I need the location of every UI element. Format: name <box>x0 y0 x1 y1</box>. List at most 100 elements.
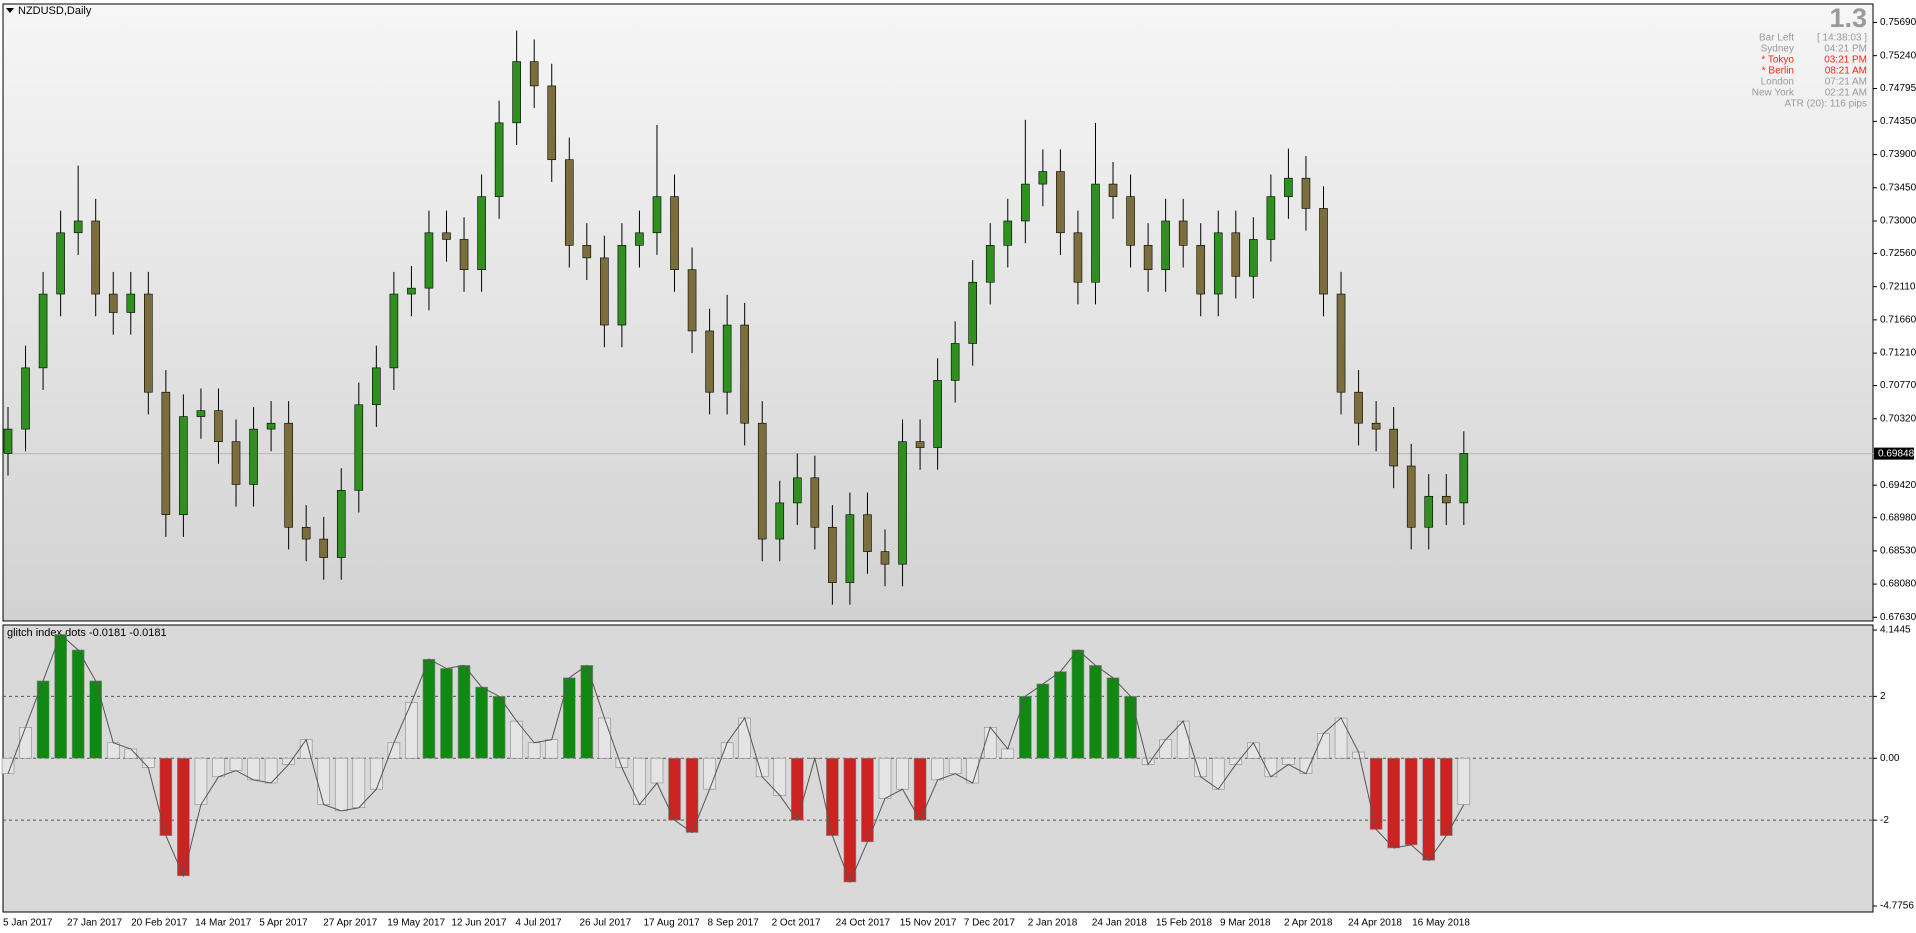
candle-body <box>91 220 100 295</box>
histogram-bar <box>843 757 857 883</box>
histogram-bar <box>1457 757 1471 805</box>
y-tick-label: 0.68080 <box>1880 579 1916 590</box>
candle-body <box>301 526 311 540</box>
histogram-bar <box>598 717 611 759</box>
y-tick-label: 0.74795 <box>1880 83 1916 94</box>
candle-body <box>1389 428 1398 467</box>
x-tick-label: 17 Aug 2017 <box>644 918 701 929</box>
candle-body <box>477 196 486 270</box>
x-tick-label: 5 Apr 2017 <box>259 918 308 929</box>
histogram-bar <box>878 757 892 799</box>
menu-arrow[interactable] <box>6 8 14 13</box>
x-tick-label: 14 Mar 2017 <box>195 918 252 929</box>
candle-body <box>372 367 381 406</box>
histogram-bar <box>1089 665 1102 759</box>
candle-body <box>3 428 13 454</box>
histogram-bar <box>229 757 243 771</box>
candle-body <box>582 245 592 259</box>
y-tick-label: 0.68530 <box>1880 546 1916 557</box>
candle-body <box>1091 183 1100 283</box>
candle-body <box>424 232 434 289</box>
y-tick-label: 0.71210 <box>1880 348 1916 359</box>
histogram-bar <box>334 757 348 812</box>
histogram-bar <box>1019 696 1032 759</box>
candle-body <box>196 410 206 417</box>
histogram-bar <box>1282 757 1295 765</box>
candle-body <box>915 441 925 448</box>
candle-body <box>56 232 65 295</box>
x-tick-label: 24 Oct 2017 <box>836 918 891 929</box>
histogram-bar <box>633 757 646 805</box>
x-tick-label: 24 Apr 2018 <box>1348 918 1402 929</box>
info-label: * Berlin <box>1762 66 1794 77</box>
candle-body <box>1336 293 1346 393</box>
histogram-bar <box>1054 671 1067 759</box>
histogram-bar <box>1001 748 1015 759</box>
histogram-bar <box>790 757 804 821</box>
candle-body <box>1073 232 1083 283</box>
histogram-bar <box>1422 757 1436 861</box>
x-tick-label: 4 Jul 2017 <box>515 918 562 929</box>
y-tick-label: 0.73450 <box>1880 182 1916 193</box>
histogram-bar <box>1439 757 1453 836</box>
candle-body <box>880 551 890 565</box>
info-value: [ 14:38:03 ] <box>1817 33 1867 44</box>
x-tick-label: 24 Jan 2018 <box>1092 918 1147 929</box>
candle-body <box>442 232 451 240</box>
y-tick-label: 0.70770 <box>1880 380 1916 391</box>
x-tick-label: 19 May 2017 <box>387 918 445 929</box>
candle-body <box>652 196 662 234</box>
price-pane <box>2 3 1874 622</box>
x-tick-label: 5 Jan 2017 <box>3 918 53 929</box>
histogram-bar <box>650 757 664 784</box>
y-tick-label: 0.68980 <box>1880 512 1916 523</box>
histogram-bar <box>545 739 559 759</box>
x-tick-label: 2 Oct 2017 <box>772 918 821 929</box>
x-tick-label: 16 May 2018 <box>1412 918 1470 929</box>
info-label: * Tokyo <box>1761 55 1794 66</box>
x-tick-label: 15 Feb 2018 <box>1156 918 1213 929</box>
y-tick-label: 0.67630 <box>1880 612 1916 623</box>
histogram-bar <box>352 757 366 809</box>
histogram-bar <box>1 757 15 775</box>
candle-body <box>1038 171 1048 185</box>
candle-body <box>1371 422 1381 430</box>
candle-body <box>898 441 907 565</box>
info-label: London <box>1761 77 1794 88</box>
candle-body <box>389 293 399 369</box>
candle-body <box>1231 232 1241 277</box>
candle-body <box>600 257 609 326</box>
candle-body <box>863 514 872 552</box>
x-tick-label: 27 Jan 2017 <box>67 918 122 929</box>
histogram-bar <box>317 757 331 805</box>
histogram-bar <box>492 696 506 759</box>
chart-title: NZDUSD,Daily <box>18 5 92 17</box>
candle-body <box>670 196 679 270</box>
info-label: New York <box>1752 88 1795 99</box>
candle-body <box>512 61 521 124</box>
histogram-bar <box>247 757 260 781</box>
candle-body <box>1056 171 1065 234</box>
candle-body <box>775 502 785 540</box>
histogram-bar <box>948 757 962 775</box>
histogram-bar <box>773 757 787 796</box>
histogram-bar <box>1404 757 1418 846</box>
x-tick-label: 9 Mar 2018 <box>1220 918 1271 929</box>
x-tick-label: 20 Feb 2017 <box>131 918 188 929</box>
candle-body <box>828 526 837 583</box>
candle-body <box>1108 183 1118 197</box>
candle-body <box>1178 220 1188 246</box>
y-tick-label: 0.73000 <box>1880 216 1916 227</box>
candle-body <box>529 61 539 87</box>
candle-body <box>1459 453 1469 504</box>
histogram-bar <box>1124 696 1137 759</box>
candle-body <box>1441 495 1451 504</box>
candle-body <box>1319 208 1328 295</box>
candle-body <box>108 293 118 313</box>
candle-body <box>1406 465 1416 528</box>
y-tick-label: 0.72560 <box>1880 248 1916 259</box>
candle-body <box>845 514 855 583</box>
candle-body <box>968 281 978 344</box>
histogram-bar <box>527 742 541 759</box>
